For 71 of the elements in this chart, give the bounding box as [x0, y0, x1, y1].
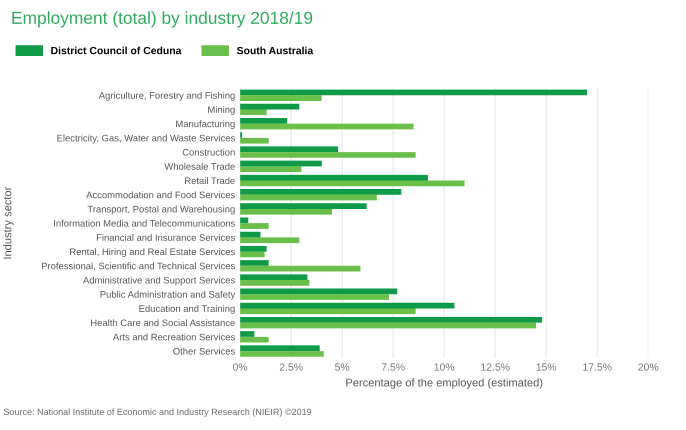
bar	[240, 180, 465, 186]
y-tick-label: Arts and Recreation Services	[112, 333, 235, 340]
bar	[240, 266, 361, 272]
bar	[240, 351, 324, 357]
bar	[240, 246, 267, 252]
bar	[240, 95, 322, 101]
y-tick-label: Rental, Hiring and Real Estate Services	[70, 248, 235, 257]
bar	[240, 260, 269, 266]
y-axis-title: Industry sector	[3, 186, 14, 259]
bar	[240, 189, 402, 195]
x-tick-label: 17.5%	[583, 363, 612, 371]
source-note: Source: National Institute of Economic and Industry Research (NIEIR) ©2019	[4, 408, 312, 417]
bar	[240, 302, 454, 308]
bar	[240, 316, 542, 323]
y-tick-label: Transport, Postal and Warehousing	[88, 206, 235, 214]
x-tick-label: 15%	[536, 363, 556, 371]
bar	[240, 174, 428, 181]
y-tick-label: Health Care and Social Assistance	[91, 319, 235, 326]
y-tick-label: Professional, Scientific and Technical Services	[42, 262, 235, 270]
legend-label: South Australia	[236, 46, 314, 54]
bar	[240, 166, 302, 172]
bar	[240, 203, 367, 209]
bar	[240, 217, 248, 224]
y-tick-label: Information Media and Telecommunications	[54, 220, 235, 227]
y-tick-label: Administrative and Support Services	[83, 276, 235, 286]
y-tick-label: Retail Trade	[185, 177, 235, 184]
y-tick-label: Education and Training	[139, 305, 235, 314]
x-tick-label: 2.5%	[280, 363, 303, 371]
y-tick-label: Agriculture, Forestry and Fishing	[98, 92, 235, 101]
bar	[240, 118, 288, 124]
bar	[240, 138, 269, 144]
bar	[240, 294, 390, 300]
x-tick-label: 20%	[638, 363, 658, 371]
bar	[240, 160, 322, 166]
bar	[240, 336, 269, 343]
bar	[240, 274, 308, 280]
bar	[240, 237, 300, 244]
bar	[240, 322, 536, 328]
x-tick-label: 5%	[335, 363, 350, 371]
y-tick-label: Electricity, Gas, Water and Waste Services	[57, 134, 235, 144]
bar	[240, 331, 254, 337]
bar	[240, 194, 377, 200]
bar	[240, 146, 338, 152]
y-tick-label: Manufacturing	[176, 120, 235, 130]
bar	[240, 124, 414, 130]
y-tick-label: Other Services	[173, 348, 235, 355]
bar	[240, 280, 310, 286]
y-tick-label: Mining	[208, 106, 235, 115]
x-axis-title: Percentage of the employed (estimated)	[346, 378, 542, 389]
legend-label: District Council of Ceduna	[51, 46, 182, 54]
bar	[240, 288, 398, 294]
y-tick-label: Wholesale Trade	[164, 162, 235, 170]
bar	[240, 223, 269, 229]
y-tick-label: Construction	[182, 148, 235, 156]
y-tick-label: Accommodation and Food Services	[86, 191, 235, 198]
x-tick-label: 7.5%	[382, 363, 405, 371]
chart-title: Employment (total) by industry 2018/19	[12, 11, 312, 28]
bar	[240, 345, 320, 352]
x-tick-label: 10%	[434, 363, 454, 371]
bar	[240, 232, 261, 238]
bar	[240, 90, 588, 96]
bar	[240, 208, 332, 215]
bar	[240, 252, 265, 258]
y-tick-label: Public Administration and Safety	[100, 290, 236, 300]
x-tick-label: 0%	[232, 363, 248, 371]
bar	[240, 152, 416, 158]
bar	[240, 308, 416, 314]
x-tick-label: 12.5%	[481, 363, 510, 371]
y-tick-label: Financial and Insurance Services	[96, 234, 235, 241]
bar	[240, 104, 300, 110]
bar	[240, 109, 267, 116]
